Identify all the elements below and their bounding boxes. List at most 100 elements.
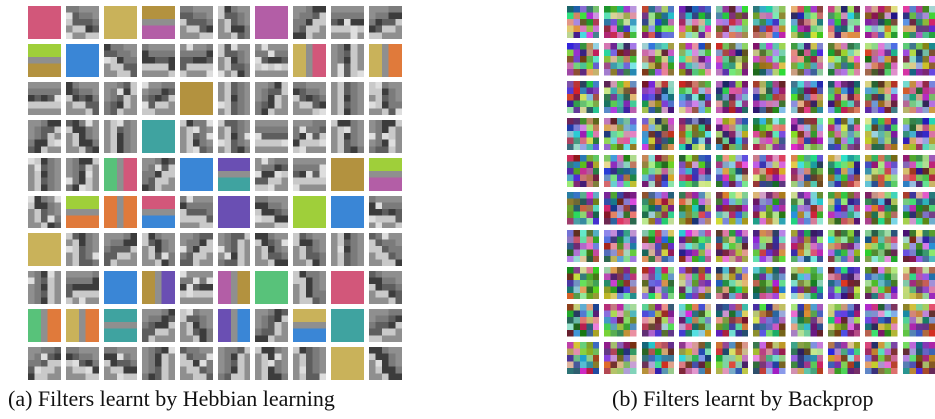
filter-pixels <box>567 43 600 76</box>
filter-tile <box>678 43 712 76</box>
filter-tile <box>902 155 935 188</box>
filter-grid-a <box>28 6 402 380</box>
filter-tile <box>902 229 935 263</box>
filter-tile <box>716 117 749 151</box>
filter-pixels <box>141 43 175 77</box>
filter-tile <box>902 304 935 337</box>
filter-pixels <box>753 155 786 188</box>
filter-pixels <box>255 43 289 77</box>
filter-pixels <box>255 119 289 153</box>
filter-pixels <box>369 195 402 229</box>
filter-pixels <box>641 304 674 337</box>
filter-pixels <box>753 267 786 300</box>
filter-tile <box>678 80 712 113</box>
filter-tile <box>828 80 861 113</box>
filter-pixels <box>641 43 674 76</box>
filter-tile <box>753 117 786 151</box>
filter-pixels <box>753 341 786 374</box>
filter-pixels <box>828 229 861 263</box>
filter-tile <box>369 81 402 115</box>
filter-pixels <box>865 192 898 225</box>
filter-tile <box>828 192 861 225</box>
filter-tile <box>753 192 786 225</box>
filter-pixels <box>567 117 600 151</box>
filter-tile <box>790 267 824 300</box>
filter-pixels <box>293 309 327 343</box>
filter-tile <box>828 229 861 263</box>
filter-pixels <box>179 309 213 343</box>
filter-tile <box>255 195 289 229</box>
filter-pixels <box>217 6 251 39</box>
filter-pixels <box>369 271 402 305</box>
filter-pixels <box>179 81 213 115</box>
filter-pixels <box>103 43 137 77</box>
filter-tile <box>65 43 99 77</box>
filter-pixels <box>103 81 137 115</box>
filter-pixels <box>141 309 175 343</box>
filter-tile <box>865 229 898 263</box>
filter-pixels <box>331 271 365 305</box>
filter-pixels <box>902 117 935 151</box>
filter-tile <box>902 80 935 113</box>
filter-pixels <box>716 229 749 263</box>
filter-pixels <box>331 43 365 77</box>
filter-pixels <box>369 309 402 343</box>
filter-tile <box>641 267 674 300</box>
filter-pixels <box>255 347 289 380</box>
filter-tile <box>641 192 674 225</box>
filter-pixels <box>103 347 137 380</box>
filter-pixels <box>255 195 289 229</box>
filter-pixels <box>641 6 674 39</box>
filter-tile <box>753 267 786 300</box>
filter-tile <box>179 81 213 115</box>
filter-tile <box>790 192 824 225</box>
filter-tile <box>865 267 898 300</box>
filter-pixels <box>678 267 712 300</box>
filter-pixels <box>828 117 861 151</box>
hebbian-filter-grid <box>28 6 402 380</box>
filter-tile <box>293 81 327 115</box>
filter-pixels <box>753 229 786 263</box>
filter-tile <box>790 341 824 374</box>
filter-tile <box>28 347 61 380</box>
filter-tile <box>865 304 898 337</box>
filter-tile <box>716 80 749 113</box>
filter-pixels <box>179 271 213 305</box>
filter-tile <box>217 157 251 191</box>
filter-pixels <box>28 195 61 229</box>
filter-tile <box>331 157 365 191</box>
filter-pixels <box>678 80 712 113</box>
filter-pixels <box>217 233 251 267</box>
filter-tile <box>141 271 175 305</box>
filter-tile <box>641 155 674 188</box>
filter-pixels <box>217 195 251 229</box>
filter-pixels <box>331 157 365 191</box>
filter-tile <box>902 341 935 374</box>
filter-tile <box>828 155 861 188</box>
filter-tile <box>865 80 898 113</box>
filter-tile <box>604 80 637 113</box>
filter-pixels <box>753 6 786 39</box>
filter-pixels <box>217 119 251 153</box>
filter-tile <box>28 119 61 153</box>
filter-tile <box>790 117 824 151</box>
filter-pixels <box>103 233 137 267</box>
filter-pixels <box>716 43 749 76</box>
filter-pixels <box>753 43 786 76</box>
filter-tile <box>65 157 99 191</box>
filter-pixels <box>217 271 251 305</box>
filter-tile <box>641 304 674 337</box>
filter-tile <box>716 6 749 39</box>
filter-tile <box>179 119 213 153</box>
filter-pixels <box>604 117 637 151</box>
filter-pixels <box>141 233 175 267</box>
filter-pixels <box>790 267 824 300</box>
filter-tile <box>369 309 402 343</box>
filter-tile <box>716 155 749 188</box>
filter-pixels <box>790 6 824 39</box>
filter-tile <box>141 195 175 229</box>
filter-tile <box>28 233 61 267</box>
filter-pixels <box>865 267 898 300</box>
filter-tile <box>678 267 712 300</box>
filter-pixels <box>865 6 898 39</box>
